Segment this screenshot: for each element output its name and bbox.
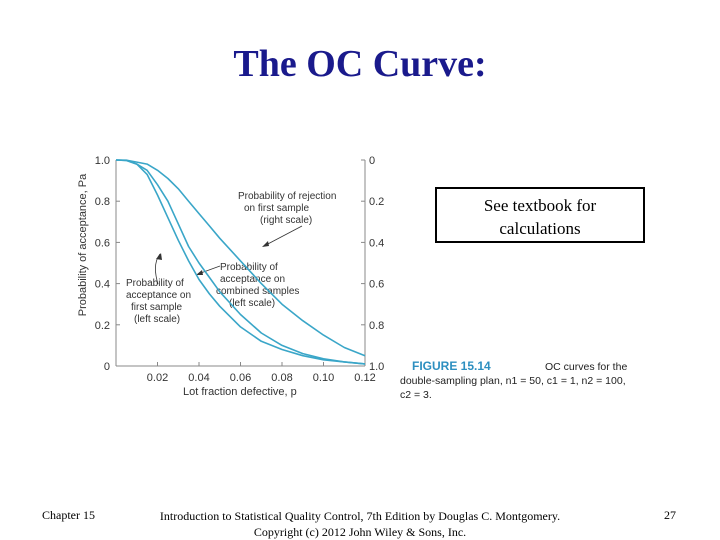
y2-tick-label: 0.8 — [369, 320, 384, 332]
arrowhead-rejection — [262, 241, 269, 247]
y2-tick-label: 0 — [369, 155, 375, 167]
figure-caption-text: OC curves for the double-sampling plan, … — [400, 361, 630, 401]
x-axis-label: Lot fraction defective, p — [183, 386, 297, 398]
slide-title: The OC Curve: — [233, 43, 487, 85]
y2-tick-label: 0.2 — [369, 196, 384, 208]
arrow-rejection — [263, 225, 303, 247]
x-tick-label: 0.02 — [147, 372, 168, 384]
y2-tick-label: 1.0 — [369, 361, 384, 373]
annotation-rejection: Probability of rejection on first sample… — [238, 191, 339, 226]
footer-chapter: Chapter 15 — [42, 508, 95, 522]
page-number: 27 — [664, 508, 676, 522]
y-tick-label: 0.6 — [95, 237, 110, 249]
annotation-combined: Probability of acceptance on combined sa… — [216, 262, 302, 309]
y-tick-label: 1.0 — [95, 155, 110, 167]
y-tick-label: 0.8 — [95, 196, 110, 208]
footer-citation: Introduction to Statistical Quality Cont… — [150, 508, 570, 540]
figure-caption-label: FIGURE 15.14 — [412, 359, 491, 373]
x-tick-label: 0.04 — [188, 372, 209, 384]
arrowhead-first-sample — [156, 253, 162, 260]
textbook-note-line2: calculations — [499, 219, 581, 238]
footer-citation-line2: Copyright (c) 2012 John Wiley & Sons, In… — [253, 525, 467, 539]
oc-curve-0 — [115, 159, 366, 365]
textbook-note-box: See textbook for calculations — [435, 187, 645, 243]
x-tick-label: 0.08 — [271, 372, 292, 384]
y-tick-label: 0.4 — [95, 279, 110, 291]
annotation-first-sample: Probability of acceptance on first sampl… — [126, 278, 194, 325]
oc-curve-1 — [115, 159, 366, 365]
arrowhead-combined — [196, 270, 203, 275]
textbook-note-line1: See textbook for — [483, 196, 597, 215]
y2-tick-label: 0.4 — [369, 237, 384, 249]
footer-citation-line1: Introduction to Statistical Quality Cont… — [159, 509, 561, 523]
oc-curve-2 — [115, 159, 366, 357]
x-tick-label: 0.06 — [230, 372, 251, 384]
oc-curve-chart: 0.12 0.10 0.08 0.06 0.04 0.02 1.0 0.8 0.6 0.4 0.2 0… — [77, 155, 630, 401]
y-axis-label: Probability of acceptance, Pa — [77, 173, 89, 316]
x-tick-label: 0.10 — [313, 372, 334, 384]
x-tick-label: 0.12 — [354, 372, 375, 384]
y-tick-label: 0.2 — [95, 320, 110, 332]
y2-tick-label: 0.6 — [369, 279, 384, 291]
y-tick-label: 0 — [104, 361, 110, 373]
